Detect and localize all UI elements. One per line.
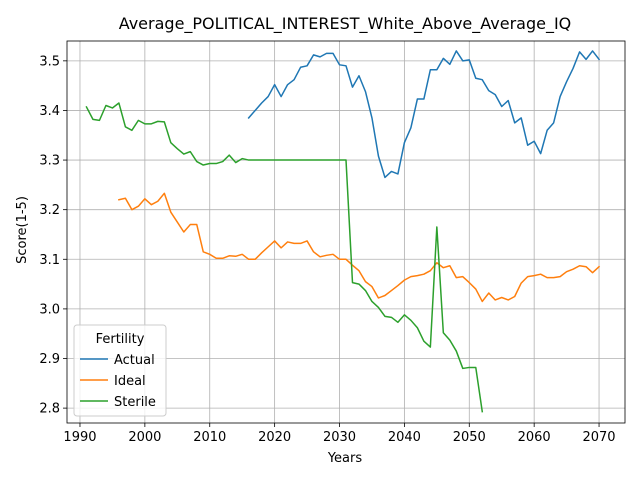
x-tick-label: 2040 [388,430,421,445]
series-lines [85,50,601,413]
y-tick-label: 2.9 [39,352,60,367]
y-tick-label: 3.1 [39,253,60,268]
x-tick-label: 2060 [518,430,551,445]
x-tick-label: 2010 [193,430,226,445]
legend: Fertility Actual Ideal Sterile [73,324,167,417]
x-tick-label: 2000 [128,430,161,445]
x-tick-label: 2050 [453,430,486,445]
y-tick-label: 3.5 [39,54,60,69]
y-tick-label: 3.2 [39,203,60,218]
y-tick-label: 3.0 [39,302,60,317]
y-tick-label: 3.3 [39,154,60,169]
series-line-actual [247,50,601,179]
legend-label-ideal: Ideal [114,374,146,389]
y-tick-label: 3.4 [39,104,60,119]
plot-area-frame [66,40,626,424]
x-tick-label: 2020 [258,430,291,445]
legend-box [73,324,167,417]
y-axis-label: Score(1-5) [15,196,30,264]
legend-label-actual: Actual [114,353,155,368]
x-tick-label: 1990 [63,430,96,445]
series-line-sterile [85,102,484,413]
y-tick-label: 2.8 [39,402,60,417]
axis-ticks: 1990 2000 2010 2020 2030 2040 2050 2060 2070 2.8 2… [39,54,615,445]
series-line-ideal [118,192,601,303]
x-tick-label: 2070 [582,430,615,445]
x-tick-label: 2030 [323,430,356,445]
legend-title: Fertility [96,332,145,347]
legend-label-sterile: Sterile [114,395,156,410]
x-axis-label: Years [327,451,363,466]
chart-title: Average_POLITICAL_INTEREST_White_Above_A… [119,14,572,34]
